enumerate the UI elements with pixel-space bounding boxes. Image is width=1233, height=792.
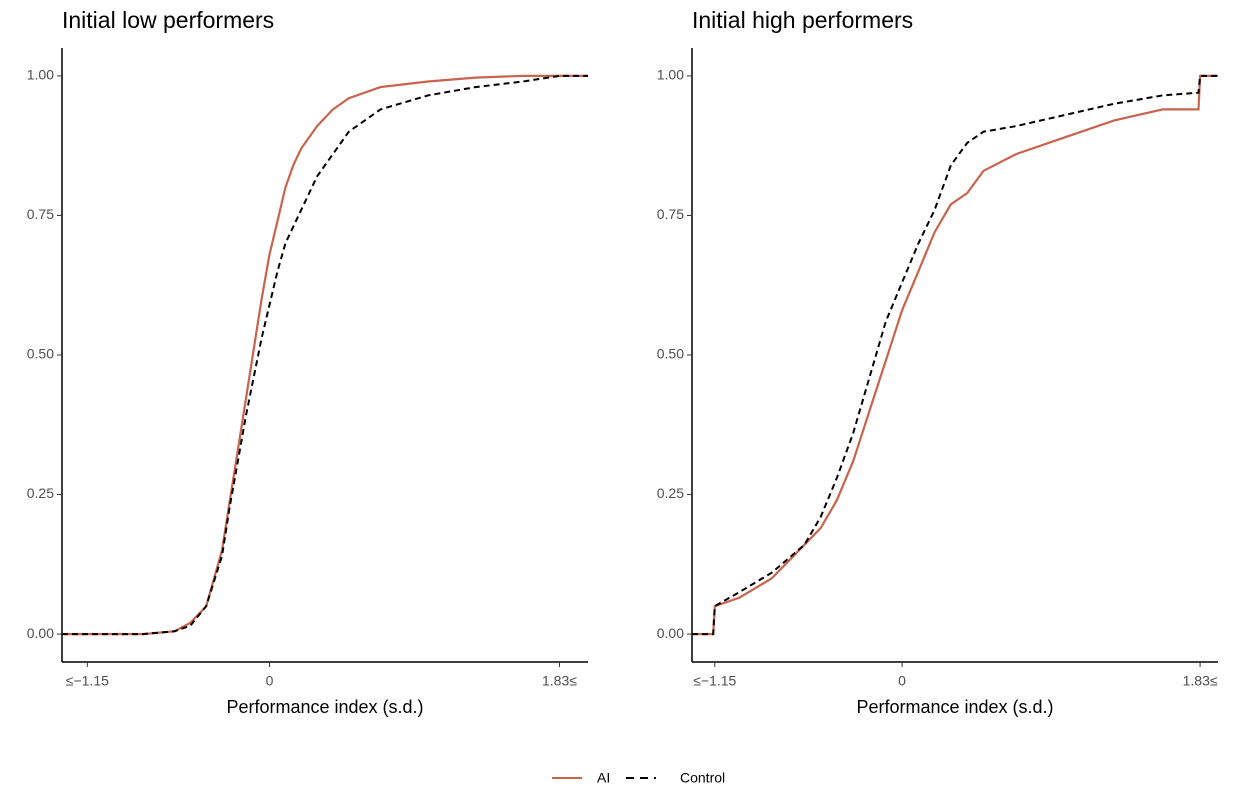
x-tick-label: 1.83≤: [1183, 673, 1218, 689]
x-tick-label: 1.83≤: [542, 673, 577, 689]
x-axis-title: Performance index (s.d.): [226, 697, 423, 717]
cdf-line: [692, 74, 1218, 636]
y-tick-label: 0.50: [27, 346, 54, 362]
x-tick-label: 0: [266, 673, 274, 689]
x-axis-title: Performance index (s.d.): [856, 697, 1053, 717]
cdf-line: [692, 74, 1218, 636]
panel-title: Initial low performers: [62, 7, 274, 33]
legend-label: Control: [680, 770, 725, 786]
y-tick-label: 0.00: [657, 625, 684, 641]
y-tick-label: 0.75: [27, 206, 54, 222]
cdf-line: [62, 74, 588, 636]
panel-title: Initial high performers: [692, 7, 913, 33]
x-tick-label: ≤−1.15: [66, 673, 109, 689]
y-tick-label: 0.00: [27, 625, 54, 641]
y-tick-label: 1.00: [657, 67, 684, 83]
cdf-line: [62, 74, 588, 636]
y-tick-label: 0.50: [657, 346, 684, 362]
x-tick-label: ≤−1.15: [693, 673, 736, 689]
y-tick-label: 1.00: [27, 67, 54, 83]
y-tick-label: 0.25: [657, 485, 684, 501]
y-tick-label: 0.75: [657, 206, 684, 222]
legend-label: AI: [597, 770, 610, 786]
x-tick-label: 0: [898, 673, 906, 689]
y-tick-label: 0.25: [27, 485, 54, 501]
